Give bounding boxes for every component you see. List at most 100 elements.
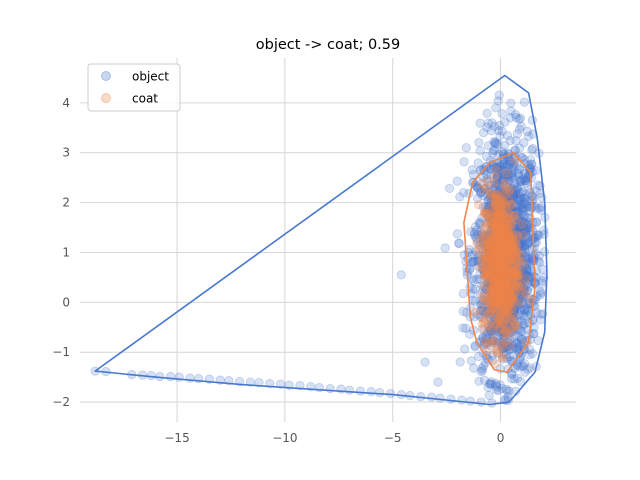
data-point — [468, 256, 478, 266]
data-point — [480, 288, 490, 298]
data-point — [498, 279, 508, 289]
data-point — [491, 225, 501, 235]
data-point — [484, 202, 494, 212]
data-point — [502, 264, 512, 274]
data-point — [489, 197, 499, 207]
data-point — [508, 258, 518, 268]
data-point — [499, 327, 509, 337]
data-point — [495, 208, 505, 218]
data-point — [503, 273, 513, 283]
data-point — [507, 292, 518, 302]
data-point — [485, 309, 495, 319]
data-point — [506, 106, 516, 116]
data-point — [502, 255, 512, 265]
data-point — [518, 203, 528, 213]
data-point — [494, 120, 504, 131]
data-point — [503, 337, 513, 347]
data-point — [490, 276, 501, 286]
data-point — [495, 320, 505, 330]
data-point — [491, 222, 501, 232]
data-point — [501, 227, 512, 237]
data-point — [515, 273, 525, 283]
data-point — [485, 213, 495, 224]
data-point — [503, 278, 514, 289]
data-point — [480, 263, 490, 273]
data-point — [487, 275, 498, 285]
data-point — [498, 257, 508, 267]
data-point — [503, 307, 513, 317]
data-point — [486, 209, 496, 219]
data-point — [484, 229, 494, 240]
data-point — [508, 300, 518, 310]
data-point — [500, 117, 510, 127]
data-point — [511, 220, 521, 230]
data-point — [506, 203, 517, 213]
data-point — [474, 218, 484, 228]
data-point — [452, 229, 463, 239]
data-point — [508, 306, 518, 317]
data-point — [498, 161, 508, 172]
data-point — [503, 285, 513, 296]
data-point — [504, 344, 514, 354]
data-point — [502, 215, 513, 225]
data-point — [504, 288, 514, 298]
data-point — [495, 316, 506, 326]
data-point — [487, 326, 497, 337]
data-point — [497, 200, 507, 210]
data-point — [493, 280, 503, 290]
data-point — [491, 229, 501, 239]
data-point — [500, 200, 510, 211]
data-point — [488, 219, 498, 230]
data-point — [497, 189, 507, 200]
data-point — [498, 294, 508, 304]
data-point — [502, 160, 512, 170]
data-point — [483, 210, 493, 221]
data-point — [486, 263, 496, 273]
data-point — [481, 284, 492, 294]
data-point — [510, 278, 520, 288]
data-point — [506, 228, 516, 238]
data-point — [489, 206, 499, 216]
data-point — [501, 310, 511, 320]
data-point — [501, 279, 511, 289]
data-point — [486, 280, 496, 290]
data-point — [520, 158, 530, 169]
data-point — [522, 173, 533, 183]
data-point — [482, 204, 493, 214]
data-point — [476, 300, 487, 310]
data-point — [475, 269, 485, 279]
data-point — [493, 216, 503, 226]
data-point — [507, 221, 517, 231]
data-point — [507, 274, 517, 284]
data-point — [479, 234, 489, 244]
data-point — [495, 249, 506, 259]
data-point — [496, 255, 506, 265]
data-point — [498, 285, 508, 295]
data-point — [501, 302, 511, 312]
data-point — [490, 227, 500, 237]
data-point — [534, 251, 544, 261]
data-point — [504, 296, 515, 307]
data-point — [501, 322, 511, 332]
data-point — [500, 285, 511, 295]
data-point — [502, 314, 512, 324]
data-point — [482, 334, 492, 345]
data-point — [487, 191, 497, 201]
data-point — [499, 186, 510, 196]
data-point — [519, 305, 530, 315]
data-point — [506, 201, 517, 211]
data-point — [506, 284, 516, 294]
data-point — [513, 299, 523, 309]
data-point — [504, 187, 515, 197]
data-point — [515, 282, 525, 292]
data-point — [509, 248, 519, 258]
data-point — [504, 248, 515, 258]
data-point — [446, 394, 456, 404]
data-point — [485, 164, 496, 175]
data-point — [494, 189, 504, 199]
data-point — [498, 192, 509, 203]
data-point — [502, 202, 513, 212]
data-point — [522, 285, 532, 296]
data-point — [503, 161, 513, 171]
data-point — [494, 232, 505, 242]
